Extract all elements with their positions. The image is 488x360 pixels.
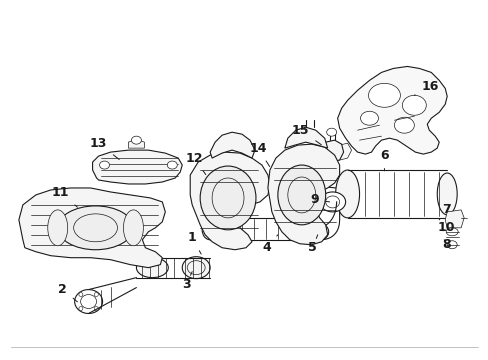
Text: 9: 9 (310, 193, 329, 206)
Ellipse shape (200, 166, 255, 230)
Ellipse shape (311, 227, 323, 237)
Polygon shape (19, 188, 165, 268)
Text: 1: 1 (187, 231, 201, 254)
Ellipse shape (48, 210, 67, 246)
Ellipse shape (94, 292, 98, 297)
Ellipse shape (360, 111, 378, 125)
Polygon shape (190, 152, 269, 250)
Polygon shape (210, 132, 254, 158)
Text: 5: 5 (308, 235, 317, 254)
Text: 11: 11 (52, 186, 77, 207)
Text: 15: 15 (291, 124, 321, 145)
Text: 10: 10 (437, 221, 454, 234)
Polygon shape (92, 150, 182, 184)
Ellipse shape (75, 289, 102, 314)
Polygon shape (128, 139, 144, 148)
Ellipse shape (136, 258, 168, 278)
Text: 16: 16 (413, 80, 438, 95)
Polygon shape (285, 127, 327, 148)
Ellipse shape (81, 294, 96, 309)
Polygon shape (334, 143, 351, 160)
Ellipse shape (79, 307, 82, 311)
Polygon shape (321, 140, 343, 162)
Ellipse shape (79, 292, 82, 297)
Ellipse shape (319, 192, 345, 212)
Ellipse shape (446, 228, 457, 236)
Text: 14: 14 (249, 141, 269, 167)
Ellipse shape (436, 173, 456, 215)
Text: 13: 13 (90, 137, 119, 159)
Ellipse shape (182, 257, 210, 279)
Ellipse shape (306, 223, 328, 241)
Ellipse shape (208, 218, 227, 240)
Ellipse shape (58, 206, 133, 250)
Ellipse shape (447, 241, 456, 249)
Polygon shape (267, 144, 339, 245)
Ellipse shape (123, 210, 143, 246)
Ellipse shape (394, 117, 413, 133)
Ellipse shape (277, 165, 325, 225)
Text: 12: 12 (185, 152, 205, 175)
Text: 2: 2 (58, 283, 77, 302)
Ellipse shape (100, 161, 109, 169)
Ellipse shape (287, 177, 315, 213)
Ellipse shape (74, 214, 117, 242)
Text: 6: 6 (379, 149, 388, 171)
Text: 4: 4 (262, 235, 277, 254)
Ellipse shape (94, 307, 98, 311)
Ellipse shape (202, 220, 218, 240)
Ellipse shape (187, 261, 205, 275)
Text: 3: 3 (182, 272, 192, 291)
Text: 7: 7 (438, 203, 449, 220)
Ellipse shape (325, 196, 339, 208)
Polygon shape (337, 67, 447, 154)
Ellipse shape (402, 95, 426, 115)
Ellipse shape (368, 84, 400, 107)
Ellipse shape (301, 219, 321, 239)
Ellipse shape (167, 161, 177, 169)
Ellipse shape (131, 136, 141, 144)
Polygon shape (444, 210, 463, 228)
Ellipse shape (301, 184, 317, 200)
Ellipse shape (335, 170, 359, 218)
Ellipse shape (326, 128, 336, 136)
Ellipse shape (212, 178, 244, 218)
Text: 8: 8 (441, 238, 449, 251)
